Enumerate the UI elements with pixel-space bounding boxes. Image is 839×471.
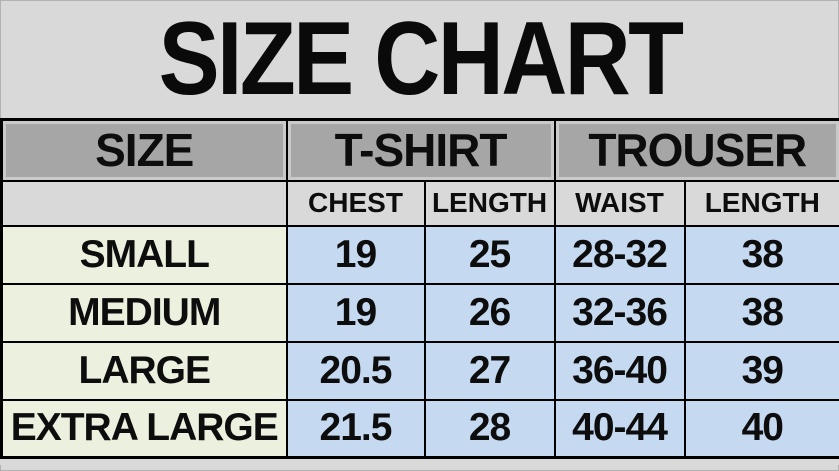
row-label-small: SMALL bbox=[0, 224, 288, 285]
medium-waist-value: 32-36 bbox=[553, 282, 686, 343]
title-band: SIZE CHART bbox=[0, 0, 839, 118]
bottom-margin-strip bbox=[0, 459, 839, 465]
table-row-extra-large: EXTRA LARGE 21.5 28 40-44 40 bbox=[0, 398, 839, 459]
small-chest-value: 19 bbox=[285, 224, 426, 285]
extra-large-chest-value: 21.5 bbox=[285, 398, 426, 459]
table-row-medium: MEDIUM 19 26 32-36 38 bbox=[0, 282, 839, 343]
subheader-row: CHEST LENGTH WAIST LENGTH bbox=[0, 179, 839, 227]
large-waist-value: 36-40 bbox=[553, 340, 686, 401]
medium-tshirt-length-value: 26 bbox=[423, 282, 556, 343]
column-header-size: SIZE bbox=[0, 118, 288, 182]
medium-chest-value: 19 bbox=[285, 282, 426, 343]
subheader-trouser-length: LENGTH bbox=[683, 179, 839, 227]
column-header-tshirt: T-SHIRT bbox=[285, 118, 556, 182]
subheader-empty-cell bbox=[0, 179, 288, 227]
extra-large-tshirt-length-value: 28 bbox=[423, 398, 556, 459]
small-tshirt-length-value: 25 bbox=[423, 224, 556, 285]
table-row-large: LARGE 20.5 27 36-40 39 bbox=[0, 340, 839, 401]
row-label-large: LARGE bbox=[0, 340, 288, 401]
row-label-medium: MEDIUM bbox=[0, 282, 288, 343]
extra-large-trouser-length-value: 40 bbox=[683, 398, 839, 459]
extra-large-waist-value: 40-44 bbox=[553, 398, 686, 459]
small-trouser-length-value: 38 bbox=[683, 224, 839, 285]
table-row-small: SMALL 19 25 28-32 38 bbox=[0, 224, 839, 285]
column-header-trouser: TROUSER bbox=[553, 118, 839, 182]
large-trouser-length-value: 39 bbox=[683, 340, 839, 401]
small-waist-value: 28-32 bbox=[553, 224, 686, 285]
subheader-tshirt-chest: CHEST bbox=[285, 179, 426, 227]
large-chest-value: 20.5 bbox=[285, 340, 426, 401]
subheader-trouser-waist: WAIST bbox=[553, 179, 686, 227]
header-row: SIZE T-SHIRT TROUSER bbox=[0, 118, 839, 182]
medium-trouser-length-value: 38 bbox=[683, 282, 839, 343]
subheader-tshirt-length: LENGTH bbox=[423, 179, 556, 227]
size-chart-table: SIZE T-SHIRT TROUSER CHEST LENGTH WAIST … bbox=[0, 118, 839, 459]
row-label-extra-large: EXTRA LARGE bbox=[0, 398, 288, 459]
page-title: SIZE CHART bbox=[158, 1, 683, 117]
large-tshirt-length-value: 27 bbox=[423, 340, 556, 401]
